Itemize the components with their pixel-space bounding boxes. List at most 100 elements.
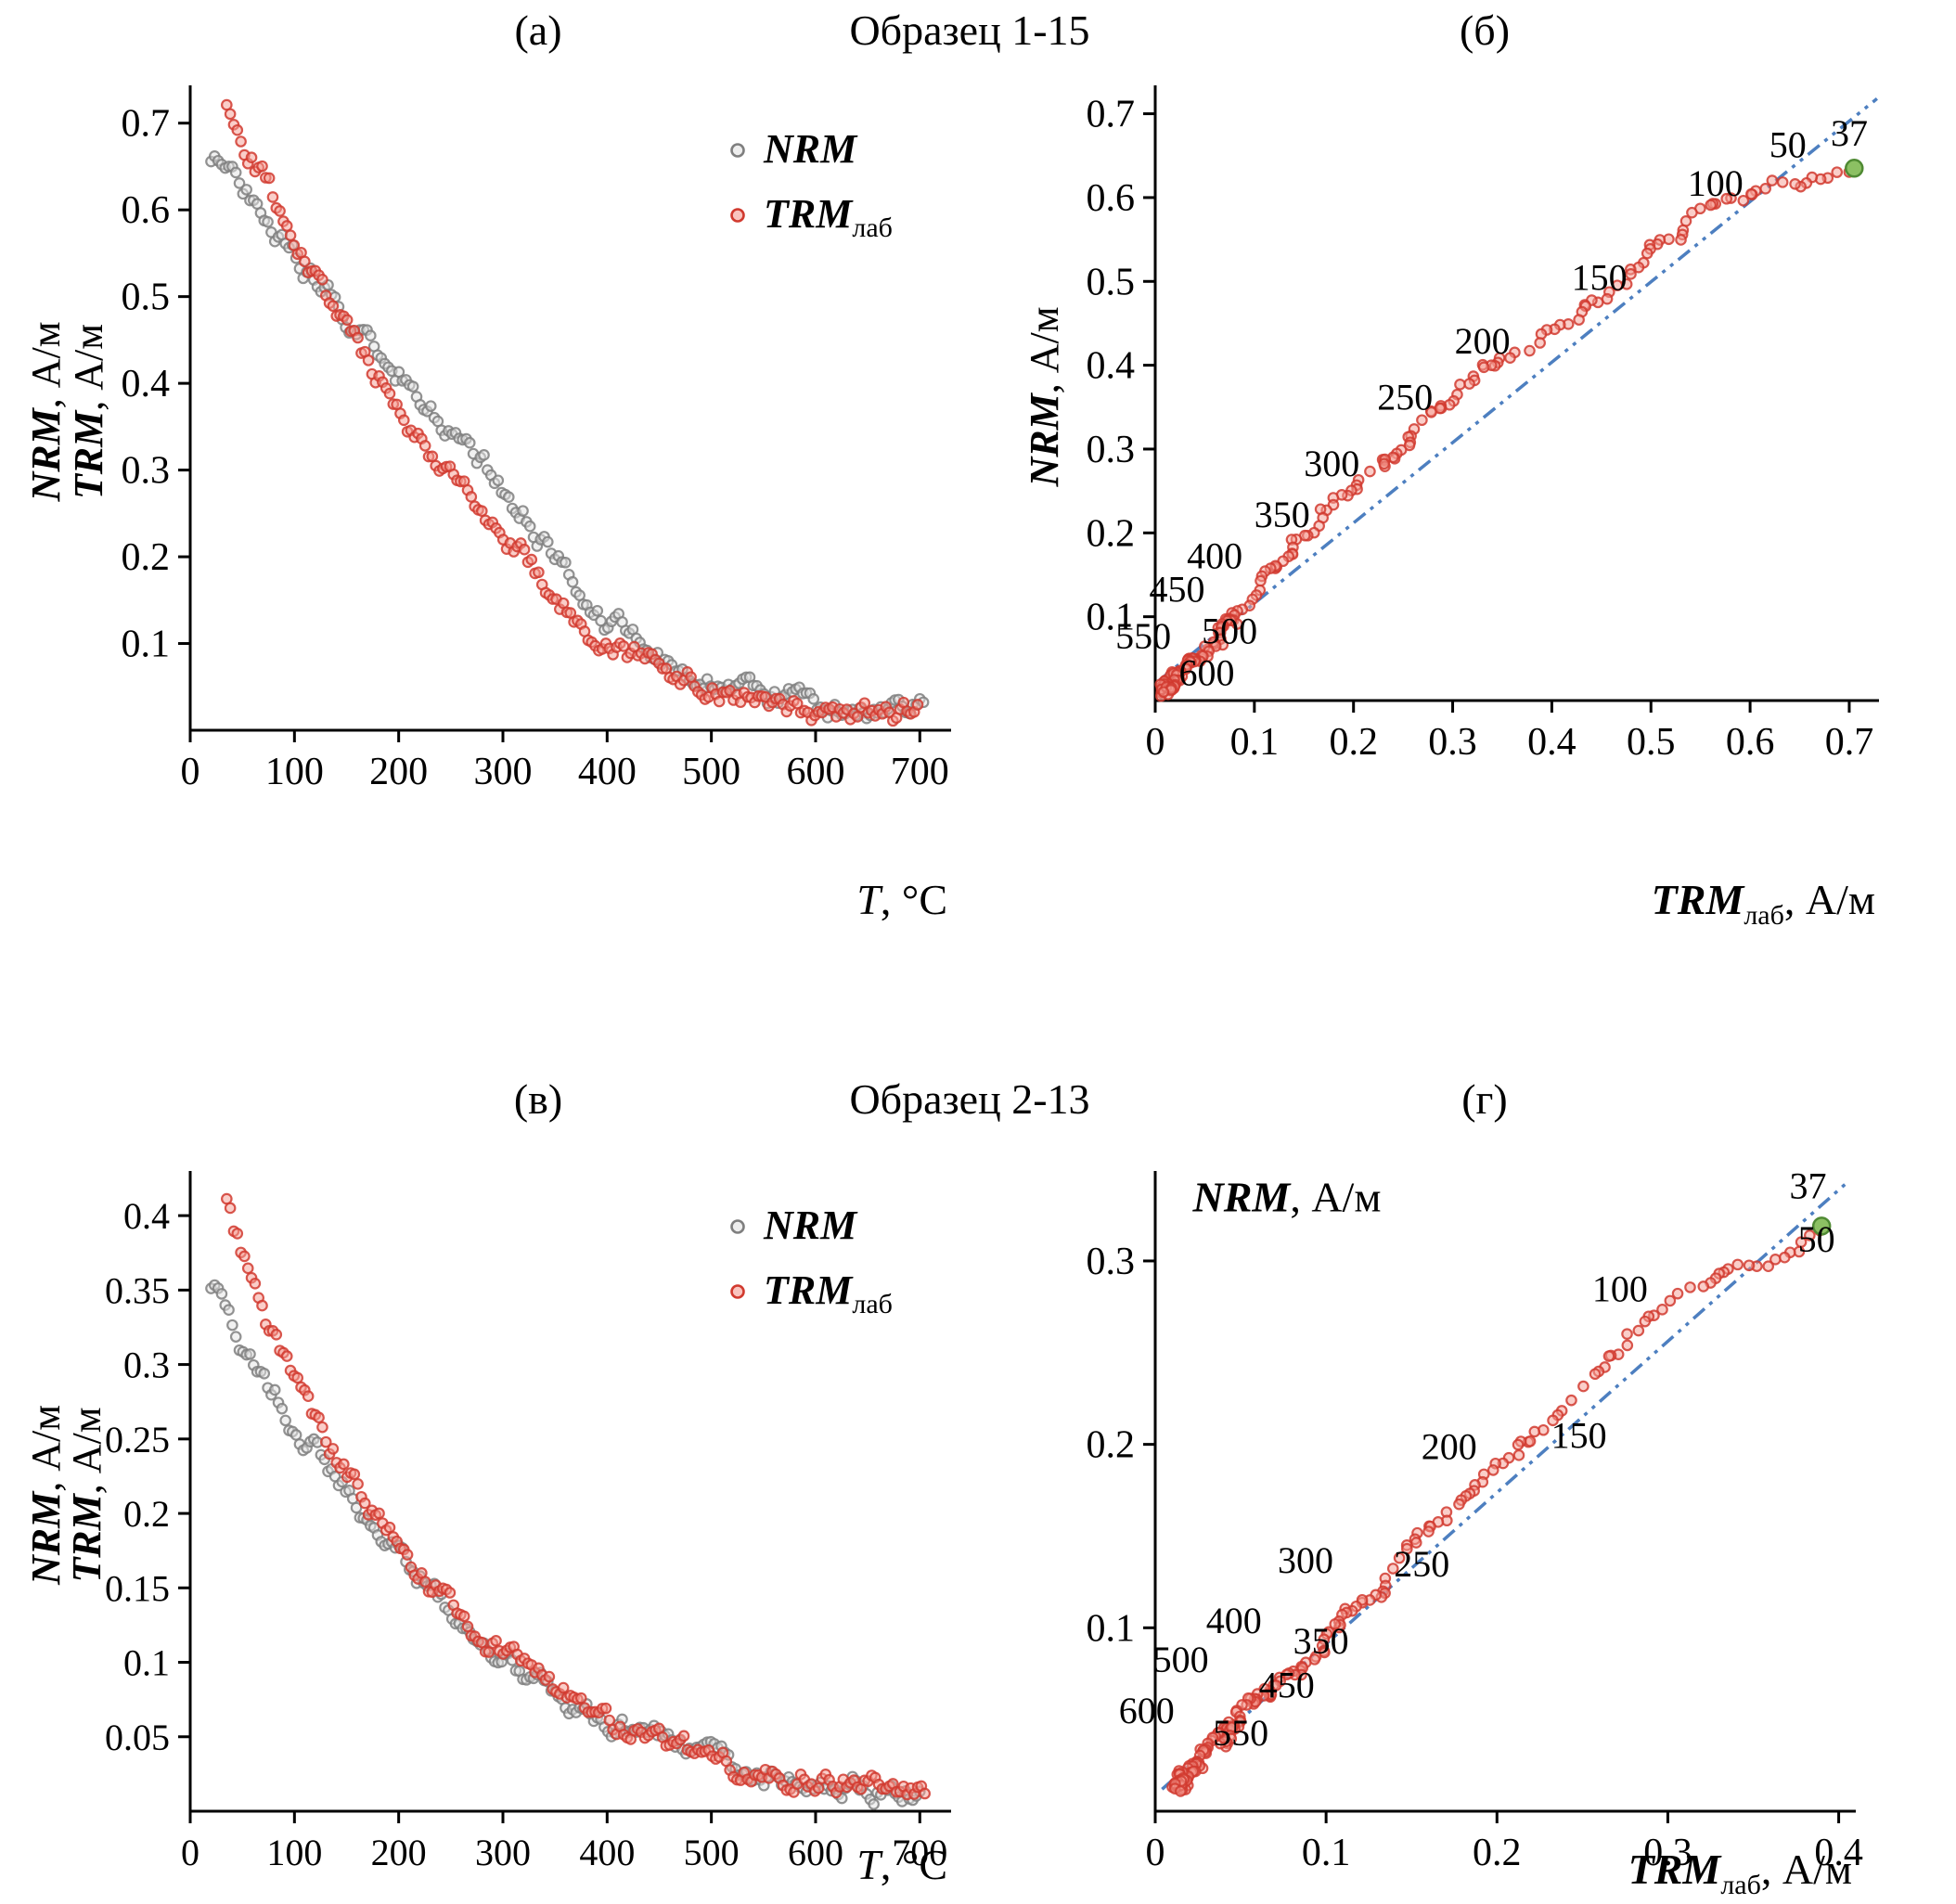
axes-g: 0 0.1 0.2 0.3 0.4 0.1 0.2 0.3	[1087, 1171, 1863, 1874]
panel-label-v: (в)	[513, 1075, 563, 1123]
svg-text:0.6: 0.6	[1726, 721, 1775, 764]
series-nrm-points	[205, 150, 930, 725]
svg-text:600: 600	[788, 1832, 843, 1873]
svg-text:500: 500	[1202, 611, 1257, 652]
panel-label-b: (б)	[1459, 6, 1511, 54]
x-axis-label: T, °C	[856, 876, 947, 923]
fit-line	[1158, 96, 1878, 682]
x-axis-label: TRMлаб, А/м	[1628, 1846, 1852, 1900]
svg-text:250: 250	[1394, 1543, 1449, 1585]
svg-text:0.5: 0.5	[122, 277, 171, 319]
legend-label: NRM	[763, 126, 858, 172]
svg-text:0: 0	[181, 1832, 199, 1873]
svg-text:0.3: 0.3	[1087, 429, 1136, 471]
chart-panel-v: 0 100 200 300 400 500 600 700 0.05 0.1 0.15 0.2 0.25…	[23, 1171, 951, 1888]
figure-title-sample-1: Образец 1-15	[849, 6, 1090, 54]
svg-text:200: 200	[1455, 320, 1511, 362]
svg-text:0.4: 0.4	[1527, 721, 1576, 764]
svg-text:0.6: 0.6	[1087, 177, 1136, 220]
panel-label-g: (г)	[1461, 1075, 1508, 1123]
svg-text:0.4: 0.4	[123, 1195, 170, 1237]
svg-text:0.05: 0.05	[105, 1717, 170, 1758]
legend-label: TRMлаб	[764, 1267, 893, 1319]
svg-text:600: 600	[786, 751, 844, 793]
fit-line	[1161, 1182, 1847, 1791]
chart-panel-b: 0 0.1 0.2 0.3 0.4 0.5 0.6 0.7 0.1 0.2 0.3 0.4 0.5 0.6…	[1022, 85, 1879, 931]
svg-text:0.6: 0.6	[122, 189, 171, 232]
svg-text:100: 100	[265, 751, 324, 793]
svg-text:200: 200	[369, 751, 428, 793]
svg-text:0.4: 0.4	[1814, 1832, 1863, 1874]
svg-text:600: 600	[1179, 652, 1235, 694]
svg-text:0.5: 0.5	[1087, 261, 1136, 303]
svg-text:0.7: 0.7	[1087, 94, 1136, 136]
svg-text:300: 300	[475, 1832, 531, 1873]
figure-title-sample-2: Образец 2-13	[849, 1075, 1090, 1123]
svg-text:200: 200	[1422, 1425, 1477, 1467]
svg-text:37: 37	[1831, 112, 1868, 154]
panel-label-a: (а)	[514, 6, 562, 54]
svg-text:100: 100	[266, 1832, 322, 1873]
x-axis-label: T, °C	[856, 1841, 947, 1888]
svg-text:400: 400	[579, 1832, 635, 1873]
svg-text:0.3: 0.3	[1087, 1241, 1136, 1283]
start-temperature-point	[1811, 1216, 1832, 1236]
svg-text:0: 0	[1146, 721, 1165, 764]
svg-text:0: 0	[1146, 1832, 1165, 1874]
svg-text:0.2: 0.2	[1329, 721, 1378, 764]
svg-text:0.1: 0.1	[123, 1642, 170, 1684]
series-trm-points	[221, 1192, 931, 1801]
legend-marker-nrm	[730, 1219, 745, 1234]
svg-text:450: 450	[1150, 568, 1205, 610]
axes-v: 0 100 200 300 400 500 600 700 0.05 0.1 0.15 0.2 0.25…	[105, 1171, 951, 1873]
y-axis-label: TRM, А/м	[66, 324, 111, 499]
svg-text:0.3: 0.3	[122, 450, 171, 493]
svg-text:0.1: 0.1	[1302, 1832, 1351, 1874]
svg-text:0.15: 0.15	[105, 1567, 170, 1609]
legend-marker-trm	[730, 208, 745, 223]
inner-y-axis-label: NRM, А/м	[1192, 1174, 1382, 1221]
arai-points	[1166, 1217, 1828, 1797]
svg-text:50: 50	[1798, 1218, 1835, 1260]
svg-text:0.35: 0.35	[105, 1269, 170, 1311]
svg-text:37: 37	[1789, 1165, 1826, 1207]
svg-text:0.2: 0.2	[1473, 1832, 1522, 1874]
svg-text:0.2: 0.2	[123, 1493, 170, 1535]
svg-text:300: 300	[1278, 1539, 1333, 1581]
arai-points	[1154, 161, 1859, 702]
start-temperature-point	[1845, 159, 1864, 178]
svg-text:150: 150	[1551, 1415, 1607, 1457]
legend: NRM TRMлаб	[730, 126, 893, 243]
svg-text:400: 400	[1206, 1600, 1262, 1641]
svg-text:200: 200	[371, 1832, 427, 1873]
svg-text:500: 500	[1153, 1639, 1209, 1680]
y-axis-label: NRM, А/м	[23, 1405, 69, 1586]
svg-text:0.1: 0.1	[1230, 721, 1280, 764]
y-axis-label: TRM, А/м	[64, 1407, 109, 1582]
svg-text:0.1: 0.1	[122, 624, 171, 666]
svg-text:0.2: 0.2	[1087, 512, 1136, 555]
svg-text:0.4: 0.4	[1087, 345, 1136, 388]
legend: NRM TRMлаб	[730, 1203, 893, 1319]
svg-text:0.7: 0.7	[122, 103, 171, 146]
svg-text:350: 350	[1255, 494, 1310, 535]
svg-text:300: 300	[1304, 443, 1359, 484]
svg-text:100: 100	[1592, 1267, 1648, 1309]
svg-text:0.3: 0.3	[1643, 1832, 1692, 1874]
svg-text:300: 300	[473, 751, 532, 793]
svg-text:400: 400	[578, 751, 637, 793]
series-trm-points	[221, 98, 924, 727]
svg-text:500: 500	[682, 751, 740, 793]
svg-text:400: 400	[1187, 534, 1242, 576]
svg-text:100: 100	[1688, 162, 1744, 204]
svg-text:0.5: 0.5	[1627, 721, 1676, 764]
svg-text:500: 500	[684, 1832, 740, 1873]
svg-text:0: 0	[181, 751, 200, 793]
y-axis-label: NRM, А/м	[23, 321, 69, 502]
svg-text:0.1: 0.1	[1087, 1607, 1136, 1650]
svg-text:0.2: 0.2	[1087, 1424, 1136, 1467]
